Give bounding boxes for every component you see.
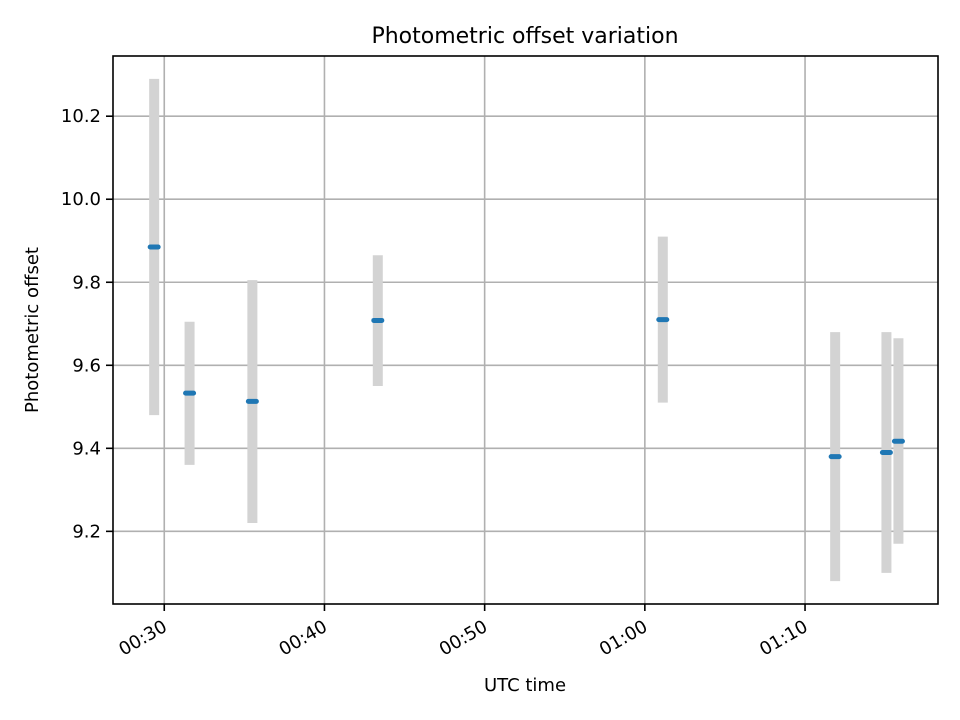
y-axis-ticks: 9.2 9.4 9.6 9.8 10.0 10.2 [61,106,113,542]
y-tick-label: 10.0 [61,189,101,210]
grid [113,56,938,604]
x-axis-label: UTC time [484,675,566,696]
y-tick-label: 10.2 [61,106,101,127]
error-bars [149,78,904,582]
y-tick-label: 9.4 [72,438,101,459]
x-tick-label: 01:10 [756,616,811,660]
x-tick-label: 00:40 [276,616,331,660]
x-axis-ticks: 00:30 00:40 00:50 01:00 01:10 [115,604,812,660]
chart-title: Photometric offset variation [371,24,678,49]
y-tick-label: 9.8 [72,272,101,293]
y-axis-label: Photometric offset [22,247,43,413]
x-tick-label: 00:30 [115,616,170,660]
y-tick-label: 9.6 [72,355,101,376]
y-tick-label: 9.2 [72,521,101,542]
x-tick-label: 00:50 [436,616,491,660]
plot-area-frame [112,55,939,605]
data-points [147,244,905,460]
x-tick-label: 01:00 [596,616,651,660]
